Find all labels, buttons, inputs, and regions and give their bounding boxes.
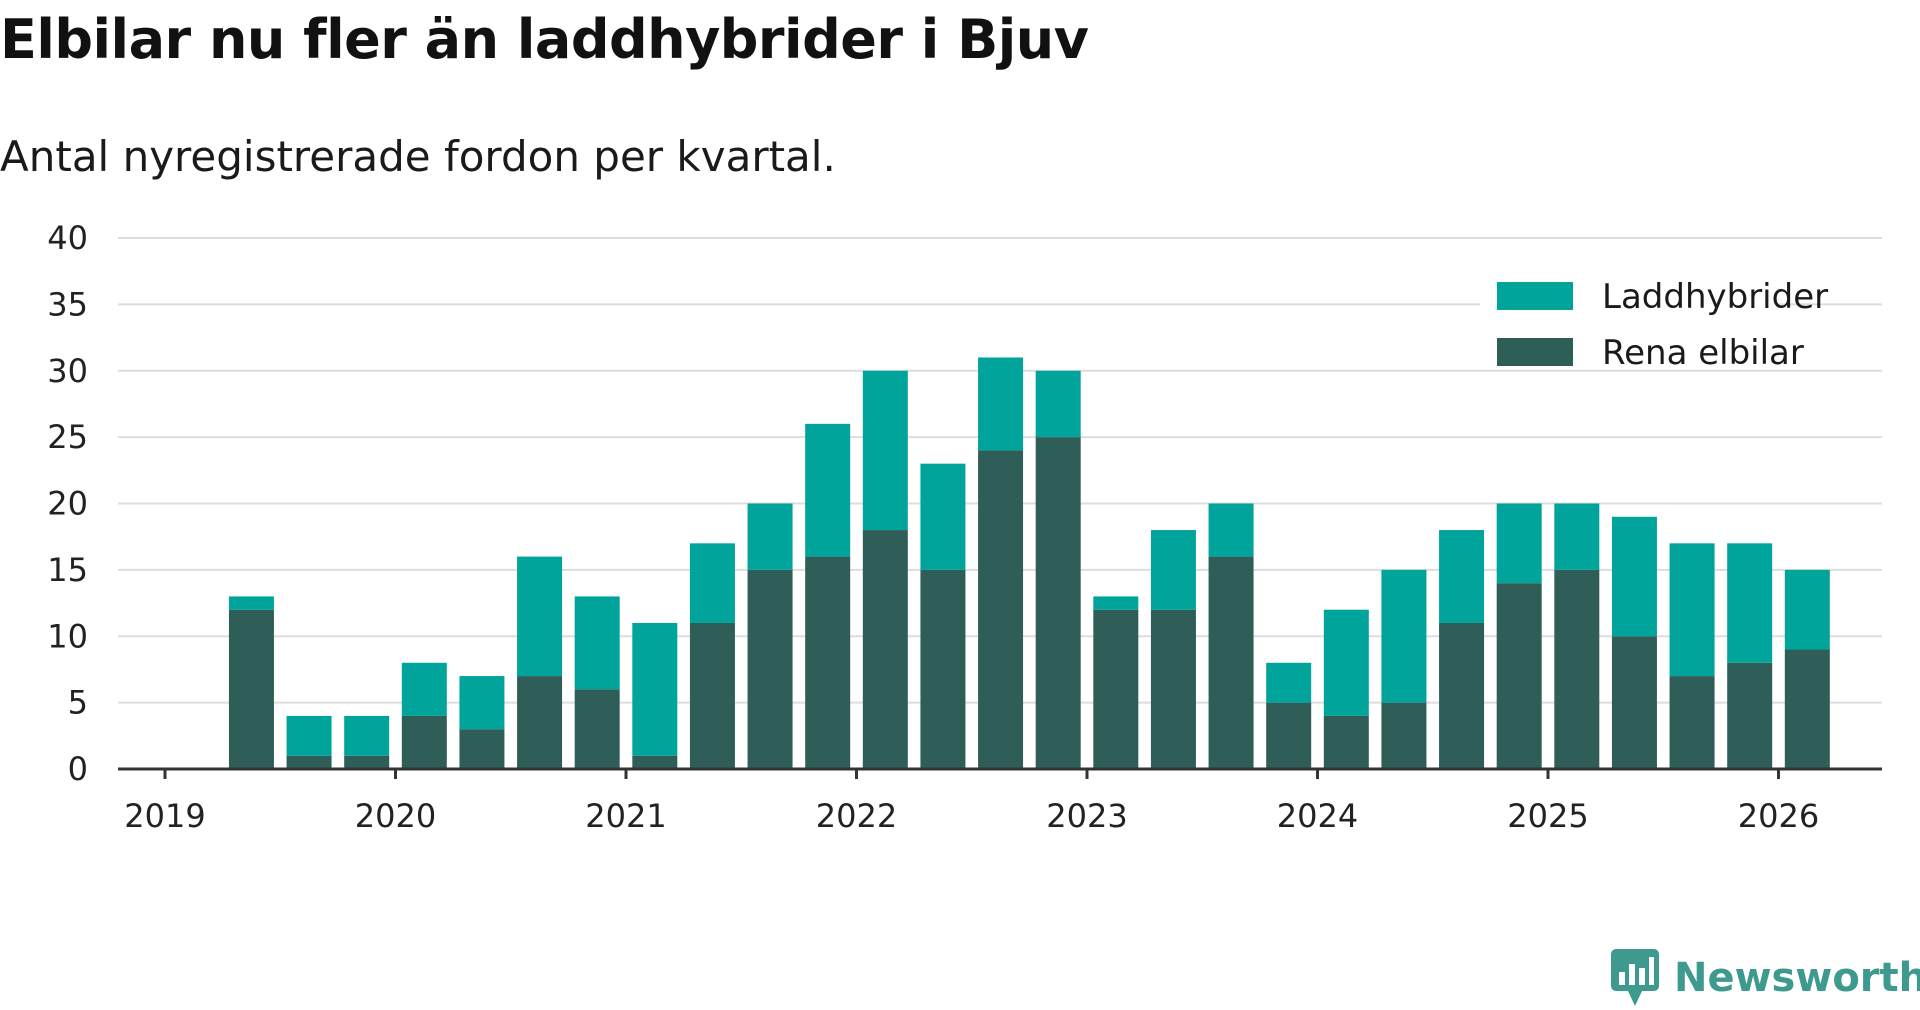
x-tick-label: 2019	[124, 797, 205, 835]
bar-rena-elbilar	[1439, 622, 1485, 769]
bar-rena-elbilar	[1208, 556, 1254, 769]
bar-rena-elbilar	[286, 755, 332, 769]
y-axis-ticks: 0 5 10 15 20 25 30 35 40	[47, 219, 88, 788]
bar-laddhybrider	[517, 556, 563, 677]
bar-rena-elbilar	[1323, 715, 1369, 769]
y-tick-label: 35	[47, 285, 88, 323]
bar-laddhybrider	[1611, 516, 1657, 637]
bar-rena-elbilar	[805, 556, 851, 769]
bar-laddhybrider	[978, 357, 1024, 451]
bar-rena-elbilar	[1093, 609, 1139, 769]
bar-rena-elbilar	[1496, 583, 1542, 769]
bar-laddhybrider	[1266, 662, 1312, 703]
bar-laddhybrider	[1208, 503, 1254, 557]
legend-label-laddhybrider: Laddhybrider	[1602, 277, 1828, 317]
x-tick-label: 2023	[1046, 797, 1127, 835]
bars	[228, 357, 1830, 769]
x-tick-label: 2024	[1277, 797, 1358, 835]
bar-rena-elbilar	[517, 676, 563, 769]
legend-swatch-laddhybrider	[1497, 282, 1573, 310]
legend: Laddhybrider Rena elbilar	[1480, 258, 1828, 373]
bar-rena-elbilar	[228, 609, 274, 769]
bar-rena-elbilar	[1381, 702, 1427, 769]
bar-rena-elbilar	[1554, 569, 1600, 769]
bar-rena-elbilar	[401, 715, 447, 769]
bar-laddhybrider	[574, 596, 620, 690]
bar-rena-elbilar	[1727, 662, 1773, 769]
newsworthy-logo-text: Newsworthy	[1674, 955, 1920, 1001]
x-tick-label: 2021	[585, 797, 666, 835]
bar-rena-elbilar	[344, 755, 390, 769]
bar-rena-elbilar	[689, 622, 735, 769]
y-tick-label: 15	[47, 551, 88, 589]
chart-subtitle: Antal nyregistrerade fordon per kvartal.	[0, 132, 836, 181]
bar-laddhybrider	[805, 423, 851, 557]
bar-laddhybrider	[1381, 569, 1427, 703]
x-tick-label: 2020	[355, 797, 436, 835]
y-tick-label: 25	[47, 418, 88, 456]
bar-laddhybrider	[689, 543, 735, 623]
bar-laddhybrider	[1727, 543, 1773, 663]
bar-rena-elbilar	[574, 689, 620, 769]
bar-laddhybrider	[1093, 596, 1139, 610]
x-tick-label: 2025	[1507, 797, 1588, 835]
bar-laddhybrider	[1496, 503, 1542, 584]
bar-laddhybrider	[1439, 530, 1485, 623]
bar-rena-elbilar	[1150, 609, 1196, 769]
x-axis: 2019 2020 2021 2022 2023 2024 2025 2026	[118, 767, 1882, 835]
bar-rena-elbilar	[1669, 676, 1715, 769]
bar-rena-elbilar	[1611, 636, 1657, 769]
bar-laddhybrider	[1150, 530, 1196, 610]
bar-rena-elbilar	[920, 569, 966, 769]
bar-rena-elbilar	[1266, 702, 1312, 769]
bar-rena-elbilar	[862, 530, 908, 769]
bar-rena-elbilar	[1784, 649, 1830, 769]
y-tick-label: 30	[47, 352, 88, 390]
y-tick-label: 20	[47, 485, 88, 523]
x-tick-label: 2026	[1738, 797, 1819, 835]
y-tick-label: 5	[68, 684, 88, 722]
bar-rena-elbilar	[459, 729, 505, 769]
bar-laddhybrider	[862, 370, 908, 531]
newsworthy-logo: Newsworthy	[1610, 948, 1920, 1008]
bar-laddhybrider	[1554, 503, 1600, 570]
newsworthy-logo-icon	[1611, 949, 1659, 1006]
bar-rena-elbilar	[632, 755, 678, 769]
y-tick-label: 0	[68, 750, 88, 788]
y-tick-label: 10	[47, 617, 88, 655]
bar-laddhybrider	[747, 503, 793, 570]
bar-rena-elbilar	[978, 450, 1024, 769]
legend-swatch-rena-elbilar	[1497, 338, 1573, 366]
bar-rena-elbilar	[1035, 437, 1081, 769]
bar-laddhybrider	[459, 676, 505, 730]
x-tick-label: 2022	[816, 797, 897, 835]
bar-laddhybrider	[920, 463, 966, 570]
bar-laddhybrider	[632, 622, 678, 756]
bar-laddhybrider	[1323, 609, 1369, 716]
bar-laddhybrider	[286, 715, 332, 756]
chart-title: Elbilar nu fler än laddhybrider i Bjuv	[0, 8, 1089, 71]
bar-laddhybrider	[228, 596, 274, 610]
bar-laddhybrider	[1784, 569, 1830, 650]
bar-laddhybrider	[401, 662, 447, 716]
bar-rena-elbilar	[747, 569, 793, 769]
legend-label-rena-elbilar: Rena elbilar	[1602, 333, 1804, 373]
bar-laddhybrider	[344, 715, 390, 756]
bar-laddhybrider	[1035, 370, 1081, 438]
y-tick-label: 40	[47, 219, 88, 257]
bar-laddhybrider	[1669, 543, 1715, 677]
